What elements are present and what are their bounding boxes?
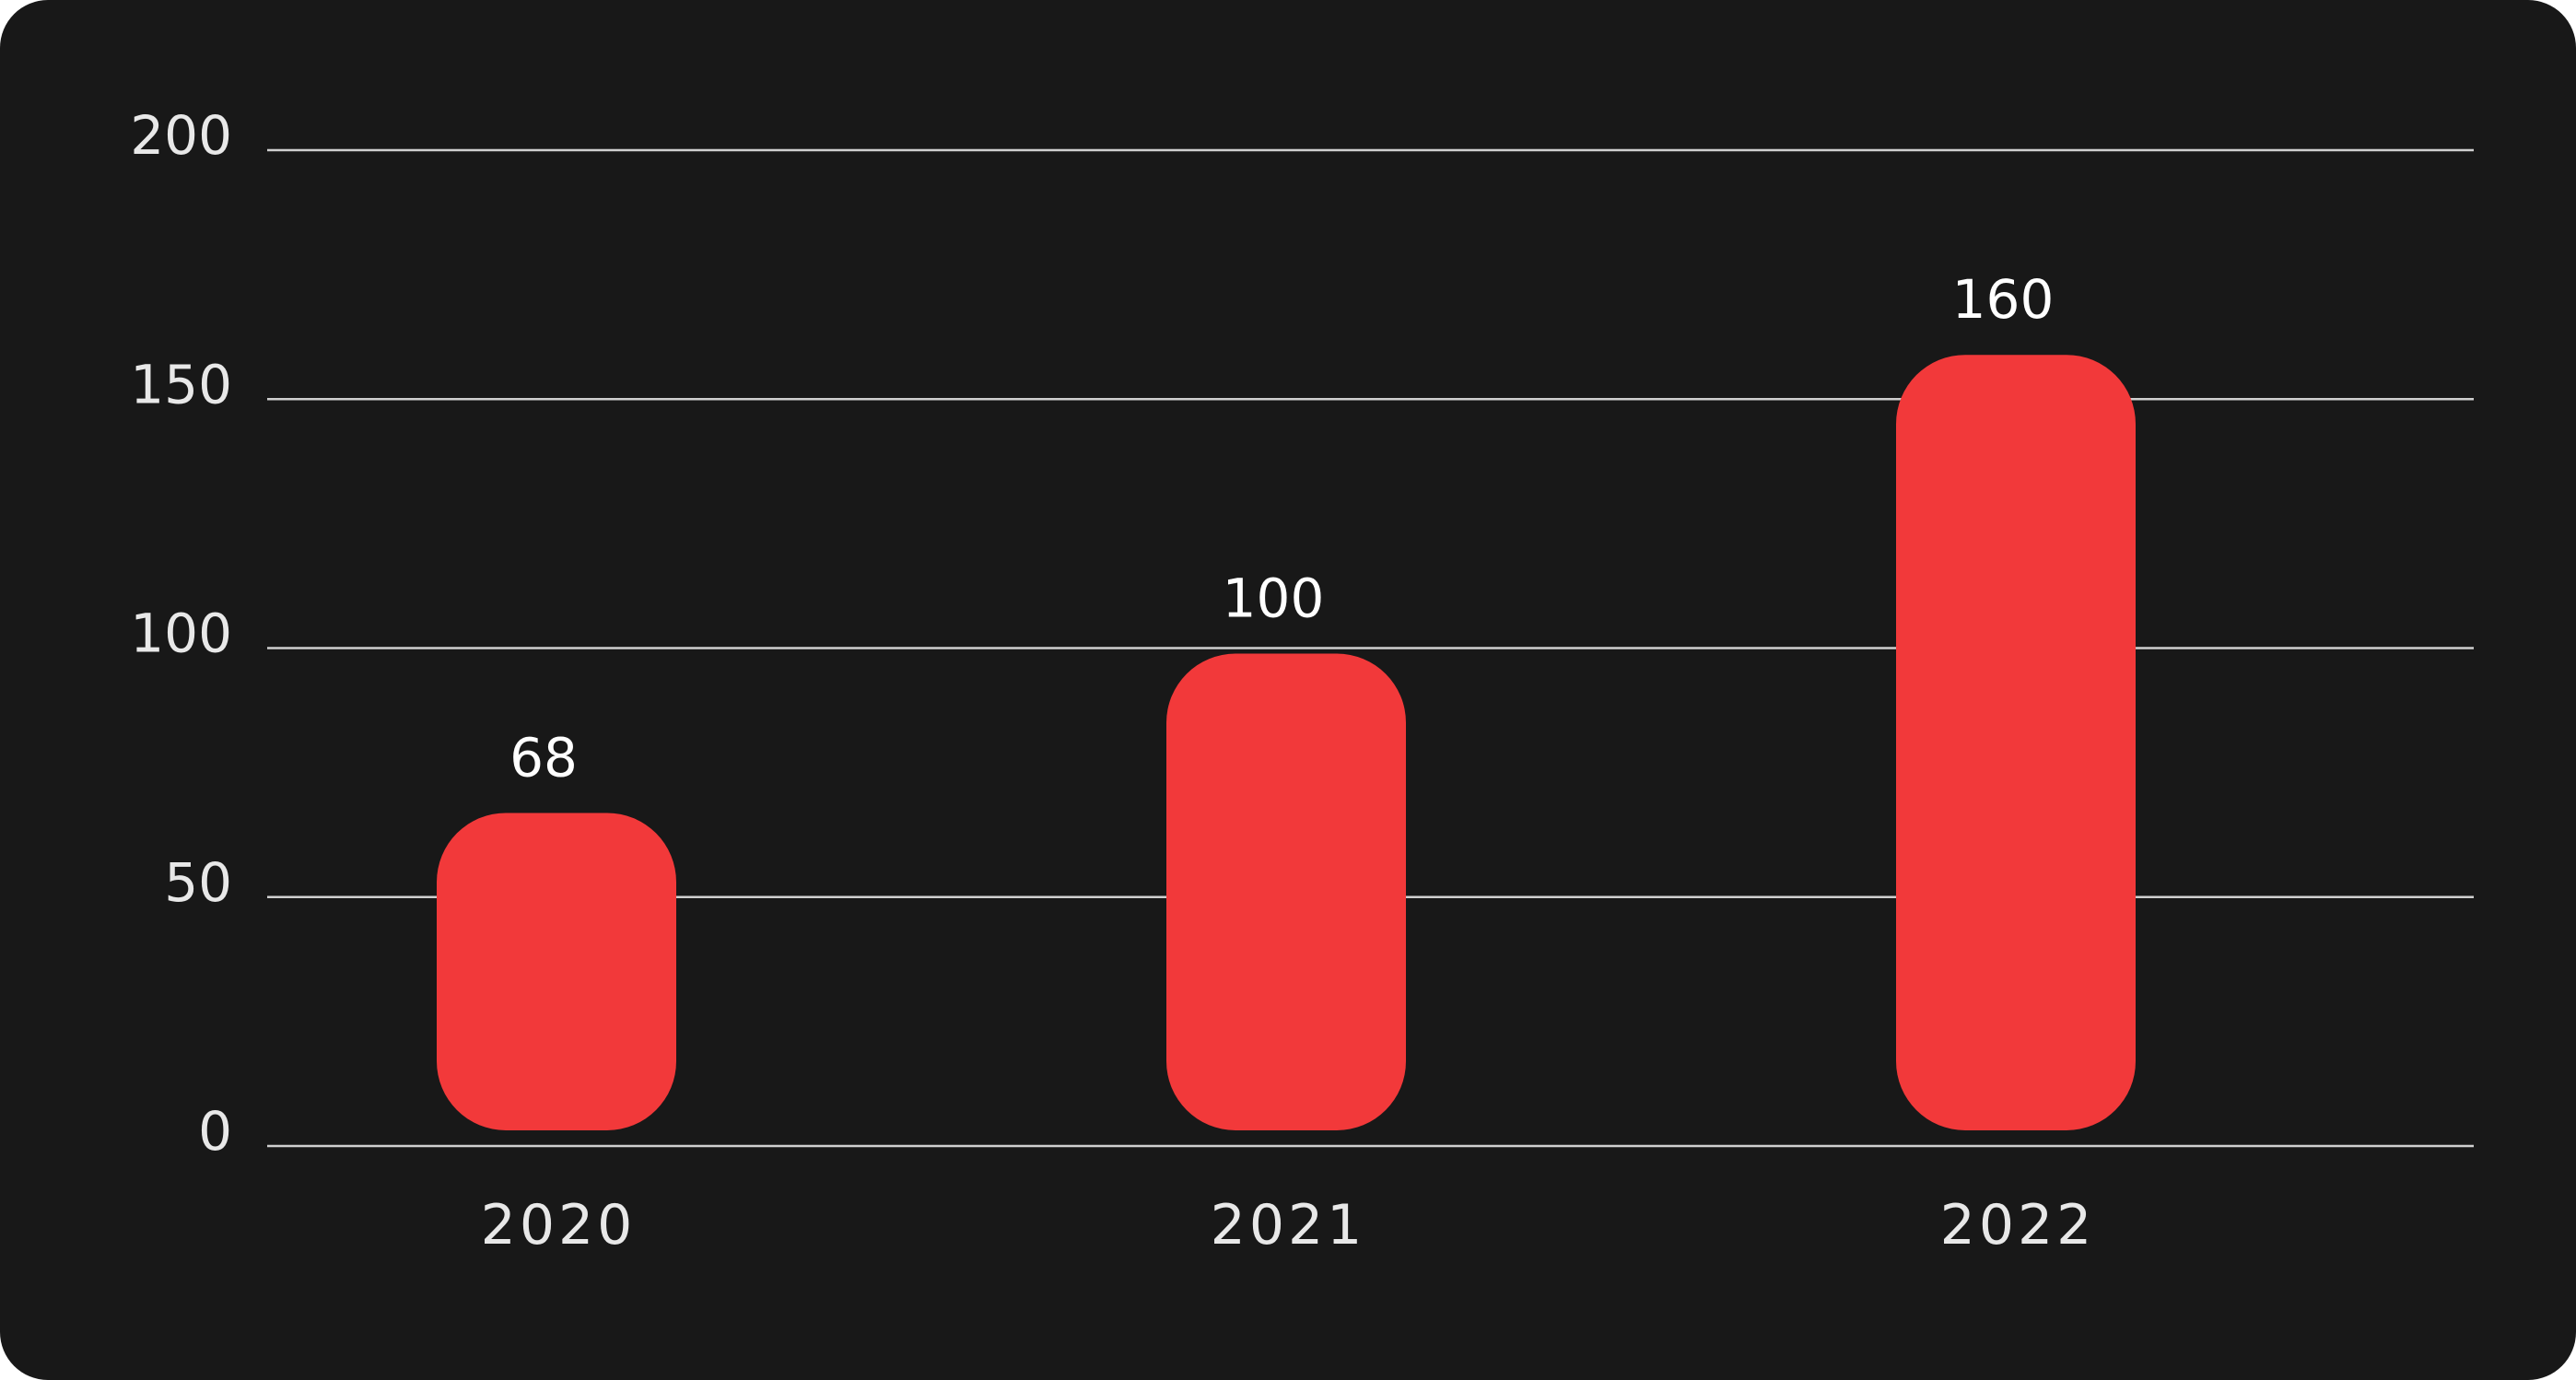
bar-2020 bbox=[437, 813, 676, 1130]
y-tick-label-50: 50 bbox=[164, 851, 232, 914]
y-tick-label-150: 150 bbox=[130, 353, 232, 415]
x-category-label-2020: 2020 bbox=[481, 1193, 637, 1257]
x-category-label-2022: 2022 bbox=[1940, 1193, 2096, 1257]
x-axis-category-labels: 2020 2021 2022 bbox=[481, 1193, 2096, 1257]
data-label-2020: 68 bbox=[509, 726, 578, 789]
data-label-2022: 160 bbox=[1952, 268, 2055, 331]
y-axis-tick-labels: 0 50 100 150 200 bbox=[130, 104, 232, 1163]
y-tick-label-0: 0 bbox=[198, 1100, 232, 1163]
bar-2022 bbox=[1896, 355, 2136, 1130]
bar-2021 bbox=[1166, 653, 1406, 1130]
bars bbox=[437, 355, 2136, 1130]
y-tick-label-100: 100 bbox=[130, 602, 232, 665]
data-label-2021: 100 bbox=[1223, 567, 1325, 630]
data-labels: 68 100 160 bbox=[509, 268, 2054, 789]
y-tick-label-200: 200 bbox=[130, 104, 232, 167]
x-category-label-2021: 2021 bbox=[1211, 1193, 1366, 1257]
